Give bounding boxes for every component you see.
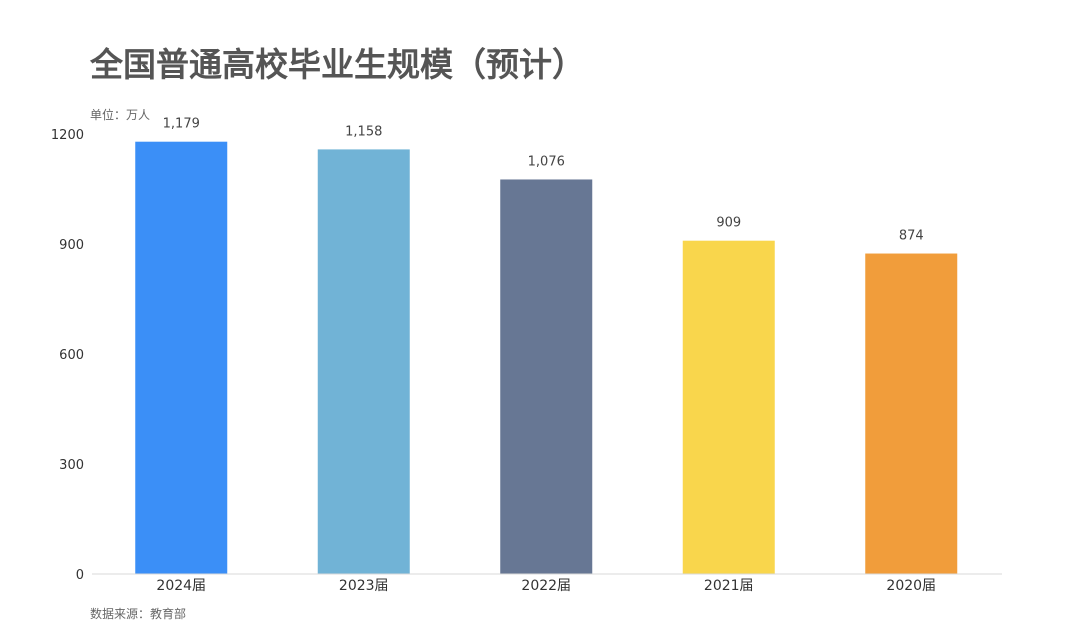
unit-label: 单位：万人 [90,107,150,122]
chart-title: 全国普通高校毕业生规模（预计） [89,45,585,84]
x-tick-label: 2021届 [704,578,754,594]
y-tick-label: 900 [59,238,84,253]
plot-area: 0 300 600 900 1200 1,179 2024届 1,158 2023届 1,076 2… [51,117,958,594]
bar-2024届 [135,141,228,574]
bar-2023届 [317,149,410,574]
y-tick-label: 1200 [51,128,84,143]
x-tick-label: 2020届 [886,578,936,594]
data-label: 1,179 [163,117,200,132]
source-note: 数据来源：教育部 [90,606,186,621]
x-tick-label: 2024届 [156,578,206,594]
x-tick-label: 2022届 [521,578,571,594]
y-tick-label: 300 [59,458,84,473]
bar-2020届 [865,253,958,575]
y-tick-label: 0 [76,568,84,583]
data-label: 1,158 [345,124,382,139]
bar-2022届 [500,179,593,574]
data-label: 1,076 [528,154,565,169]
data-label: 874 [899,229,924,244]
x-tick-label: 2023届 [339,578,389,594]
data-label: 909 [716,216,741,231]
bar-2021届 [682,240,775,574]
y-tick-label: 600 [59,348,84,363]
